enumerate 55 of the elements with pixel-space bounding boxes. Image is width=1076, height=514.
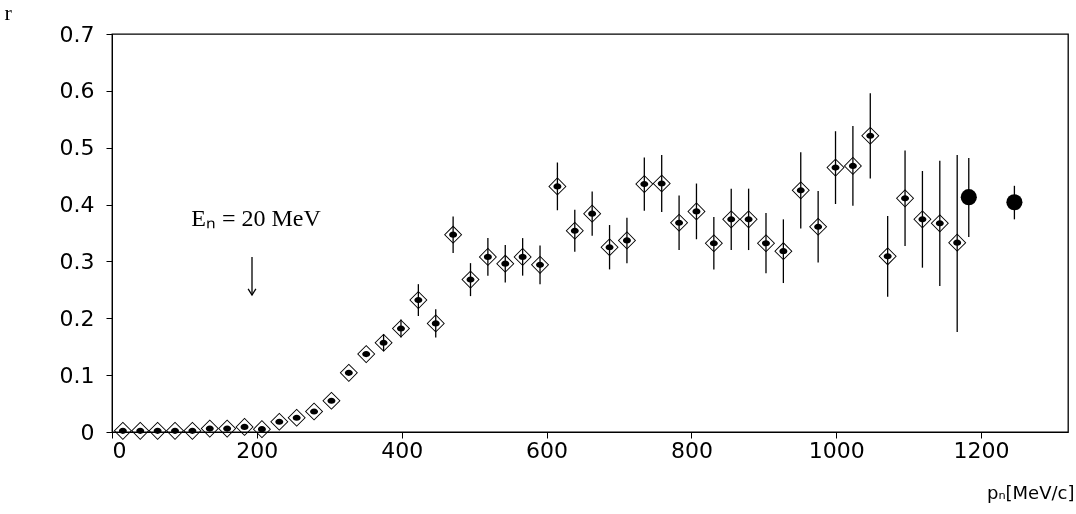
y-tick-label: 0.4 (59, 192, 95, 218)
x-tick-label: 200 (236, 437, 279, 463)
y-tick-label: 0 (80, 419, 95, 445)
point (878, 247, 897, 266)
y-axis-title: r (4, 0, 13, 25)
y-tick-label: 0.2 (59, 305, 95, 331)
point (1006, 194, 1023, 211)
point (809, 217, 828, 236)
point (948, 233, 967, 252)
point (652, 174, 671, 193)
point (565, 221, 584, 240)
x-tick-label: 400 (381, 437, 424, 463)
annotation: Eₙ = 20 MeV (191, 205, 322, 231)
point (687, 202, 706, 221)
point (826, 158, 845, 177)
point (426, 314, 445, 333)
point (548, 177, 567, 196)
point (930, 214, 949, 233)
point (339, 363, 358, 382)
x-tick-label: 800 (670, 437, 713, 463)
point (252, 420, 271, 439)
point (113, 421, 132, 440)
x-tick-label: 1200 (953, 437, 1010, 463)
point (791, 181, 810, 200)
x-axis-title: pₙ[MeV/c] (986, 481, 1075, 503)
point (843, 156, 862, 175)
point (357, 345, 376, 364)
point (704, 234, 723, 253)
point (739, 210, 758, 229)
y-tick-label: 0.3 (59, 248, 95, 274)
x-tick-label: 600 (526, 437, 569, 463)
point (774, 242, 793, 261)
point (478, 247, 497, 266)
point (461, 270, 480, 289)
point (131, 421, 150, 440)
point (583, 204, 602, 223)
x-tick-label: 0 (112, 437, 127, 463)
point (444, 225, 463, 244)
point (670, 213, 689, 232)
point (496, 254, 515, 273)
point (960, 189, 977, 206)
y-tick-label: 0.1 (59, 362, 95, 388)
point (374, 333, 393, 352)
point (530, 255, 550, 274)
y-tick-label: 0.5 (59, 135, 95, 161)
x-tick-label: 1000 (808, 437, 865, 463)
point (165, 421, 185, 440)
point (270, 412, 289, 431)
y-tick-label: 0.6 (59, 78, 95, 104)
point (722, 210, 741, 229)
y-tick-label: 0.7 (59, 21, 95, 47)
point (861, 126, 880, 145)
point (913, 210, 932, 229)
point (322, 391, 341, 410)
point (287, 408, 306, 427)
